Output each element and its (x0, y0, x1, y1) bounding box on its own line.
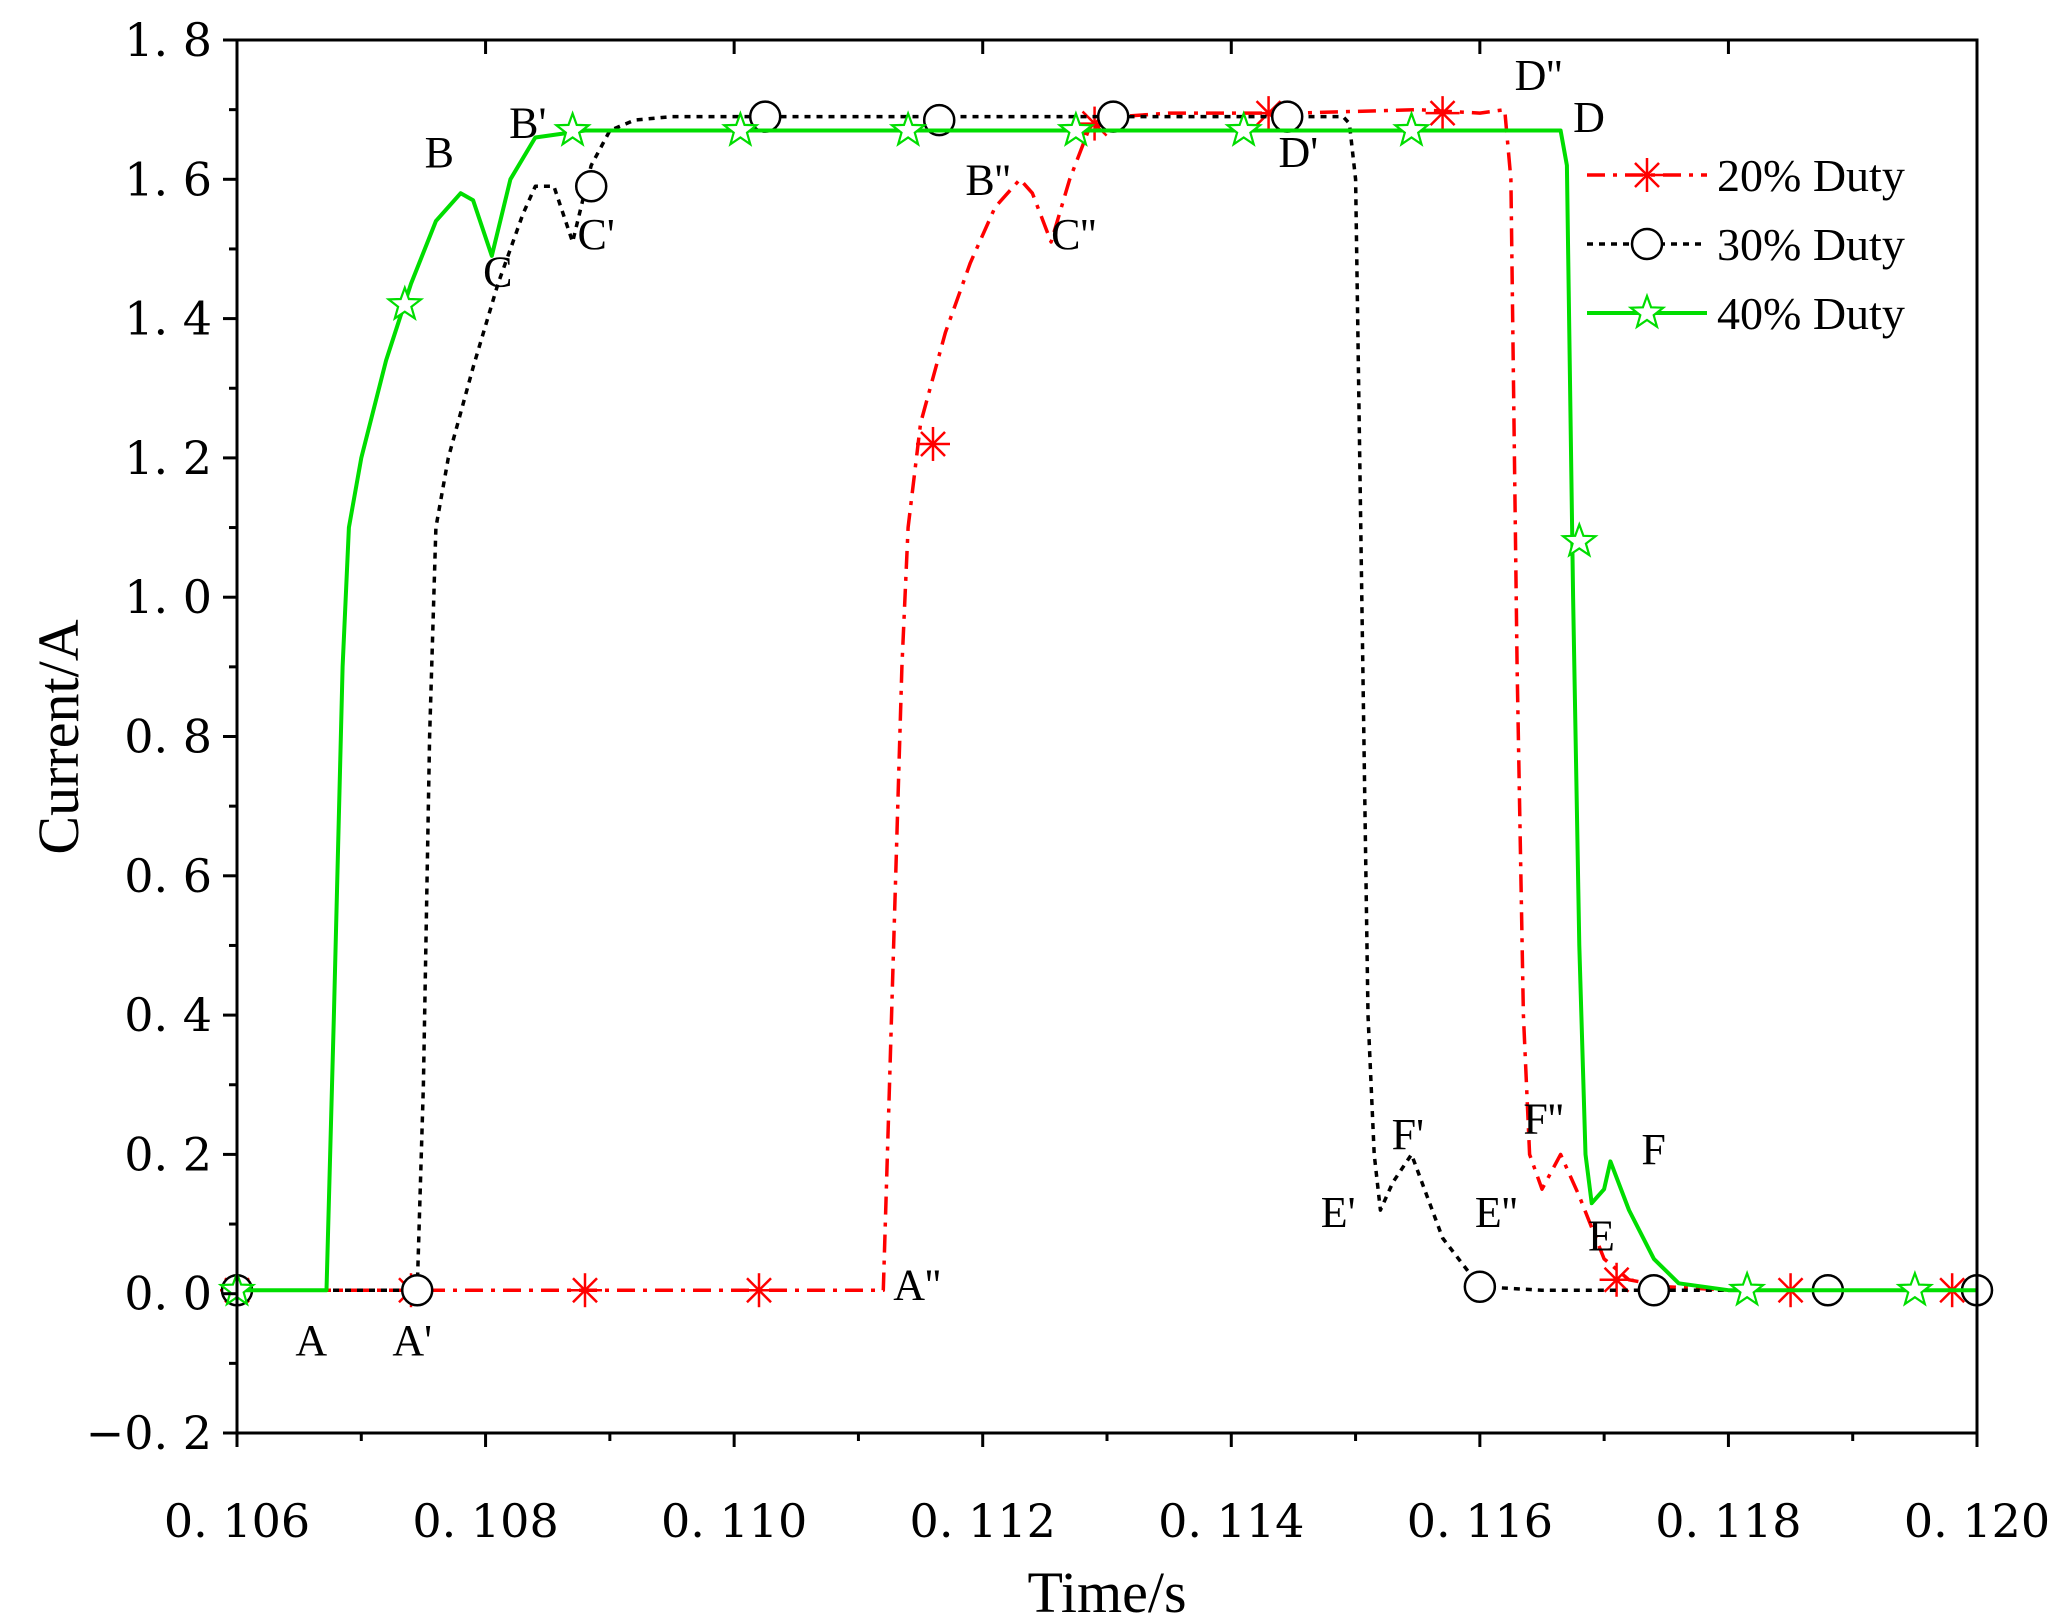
x-tick-label: 0. 108 (412, 1494, 558, 1548)
y-tick-label: 0. 6 (124, 849, 212, 903)
series-marker-3 (1392, 110, 1431, 147)
legend-marker (1630, 227, 1664, 261)
x-tick-label: 0. 114 (1158, 1494, 1304, 1548)
y-tick-label: 0. 2 (124, 1127, 212, 1181)
series-line-2 (237, 114, 1977, 1292)
point-annotation: F (1641, 1125, 1665, 1174)
series-marker-3 (1056, 110, 1096, 147)
x-tick-label: 0. 110 (661, 1494, 807, 1548)
point-annotation: A'' (893, 1260, 941, 1309)
y-tick-label: 1. 8 (124, 13, 212, 67)
point-annotation: E'' (1475, 1188, 1518, 1237)
series-marker-3 (553, 110, 592, 147)
series-marker-3 (1727, 1269, 1767, 1307)
point-annotation: F' (1392, 1110, 1424, 1159)
y-tick-label: 1. 4 (124, 292, 212, 346)
legend-marker (1627, 292, 1667, 330)
series-marker-3 (1895, 1269, 1935, 1307)
legend-marker (1630, 158, 1664, 192)
point-annotation: C' (578, 210, 615, 259)
series-marker-1 (1599, 1262, 1634, 1297)
point-annotation: B'' (965, 156, 1010, 205)
y-tick-label: 0. 4 (124, 988, 212, 1042)
series-marker-2 (1096, 100, 1130, 133)
series-layer (217, 96, 1994, 1308)
series-marker-3 (1224, 110, 1263, 147)
point-annotation: D'' (1515, 51, 1563, 100)
series-line-3 (237, 128, 1977, 1293)
point-annotation: E (1588, 1212, 1615, 1261)
legend-label: 30% Duty (1717, 219, 1905, 270)
series-marker-2 (922, 103, 956, 137)
series-marker-1 (916, 426, 950, 461)
y-tick-label: 1. 2 (124, 431, 212, 485)
series-marker-1 (742, 1273, 776, 1308)
point-annotation: C (483, 248, 512, 297)
series-marker-2 (574, 170, 608, 203)
y-tick-label: 0. 0 (124, 1267, 212, 1321)
x-tick-label: 0. 106 (164, 1494, 310, 1548)
y-tick-label: 1. 6 (124, 152, 212, 206)
point-annotation: B' (509, 99, 546, 148)
series-marker-1 (568, 1273, 602, 1308)
x-tick-label: 0. 118 (1655, 1494, 1801, 1548)
y-tick-label: 1. 0 (124, 570, 212, 624)
point-annotation: A' (392, 1316, 432, 1365)
legend-label: 40% Duty (1717, 288, 1905, 339)
x-tick-label: 0. 120 (1904, 1494, 2050, 1548)
series-marker-3 (1560, 521, 1599, 558)
point-annotation: C'' (1051, 210, 1096, 259)
series-marker-2 (1637, 1273, 1671, 1307)
series-marker-1 (1425, 96, 1460, 131)
legend: 20% Duty 30% Duty 40% Duty (1587, 150, 1905, 339)
x-axis-title: Time/s (1027, 1560, 1186, 1622)
point-annotation: D' (1279, 128, 1319, 177)
y-axis-title: Current/A (26, 619, 91, 854)
point-annotation: D (1573, 93, 1605, 142)
point-annotation: B (425, 128, 454, 177)
x-tick-label: 0. 116 (1407, 1494, 1553, 1548)
series-marker-3 (888, 110, 928, 147)
y-tick-label: 0. 8 (124, 710, 212, 764)
series-marker-3 (385, 284, 425, 322)
series-marker-2 (400, 1273, 434, 1307)
legend-label: 20% Duty (1717, 150, 1905, 201)
point-annotation: E' (1321, 1188, 1356, 1237)
y-tick-label: −0. 2 (86, 1406, 212, 1460)
ticks-layer: 0. 106 0. 108 0. 110 0. 112 0. 114 0. 116 0. 1… (86, 13, 2050, 1548)
series-line-1 (237, 107, 1977, 1292)
x-tick-label: 0. 112 (910, 1494, 1056, 1548)
annotation-layer: A A' A'' B B' B'' C C' C'' D D' D'' E E' E'' F F' F'' (295, 51, 1665, 1365)
point-annotation: A (295, 1316, 327, 1365)
series-marker-3 (721, 110, 760, 147)
point-annotation: F'' (1523, 1095, 1563, 1144)
series-marker-2 (1463, 1270, 1497, 1303)
